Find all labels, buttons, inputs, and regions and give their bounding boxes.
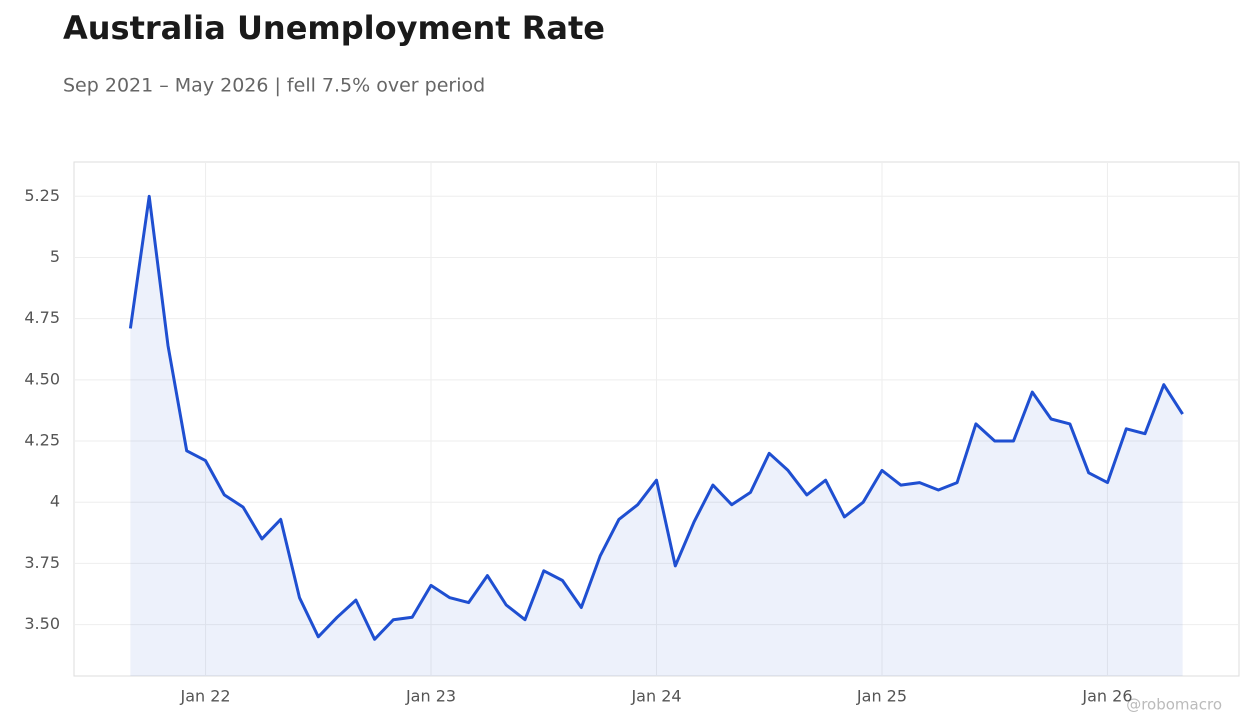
area [130,196,1183,677]
y-tick-label: 4.50 [24,369,60,388]
y-tick-label: 4.75 [24,308,60,327]
y-tick-label: 5 [50,247,60,266]
y-tick-label: 5.25 [24,186,60,205]
watermark: @robomacro [1126,696,1222,714]
line [128,194,1184,641]
x-tick-label: Jan 22 [179,687,230,706]
chart-title: Australia Unemployment Rate [63,9,605,47]
y-tick-label: 3.50 [24,614,60,633]
y-tick-label: 4.25 [24,431,60,450]
x-tick-label: Jan 25 [856,687,907,706]
x-tick-label: Jan 24 [630,687,681,706]
y-tick-label: 3.75 [24,553,60,572]
x-tick-label: Jan 26 [1081,687,1132,706]
x-tick-label: Jan 23 [405,687,456,706]
chart-subtitle: Sep 2021 – May 2026 | fell 7.5% over per… [63,75,485,97]
y-tick-label: 4 [50,492,60,511]
